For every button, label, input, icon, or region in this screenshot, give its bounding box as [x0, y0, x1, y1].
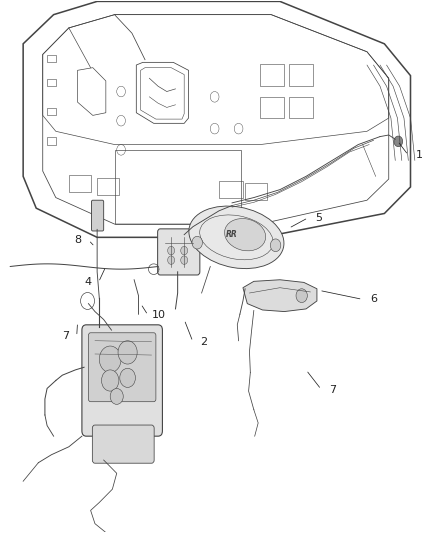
Circle shape: [192, 236, 202, 249]
Circle shape: [168, 256, 175, 264]
Text: 7: 7: [62, 332, 69, 342]
FancyBboxPatch shape: [92, 425, 154, 463]
Circle shape: [181, 246, 187, 255]
Circle shape: [120, 368, 135, 387]
Bar: [289, 64, 313, 86]
Bar: [47, 55, 56, 62]
Bar: [219, 181, 243, 198]
Ellipse shape: [189, 206, 284, 269]
Bar: [69, 175, 91, 192]
FancyBboxPatch shape: [88, 333, 156, 402]
Circle shape: [102, 370, 119, 391]
Text: 8: 8: [74, 235, 81, 245]
FancyBboxPatch shape: [92, 200, 104, 231]
FancyBboxPatch shape: [158, 229, 200, 275]
Ellipse shape: [225, 219, 266, 251]
Bar: [289, 97, 313, 118]
Bar: [260, 64, 284, 86]
Polygon shape: [243, 280, 317, 312]
Text: RR: RR: [226, 230, 238, 239]
Circle shape: [270, 239, 281, 252]
Circle shape: [296, 289, 307, 303]
Text: 7: 7: [328, 384, 336, 394]
Text: 1: 1: [416, 150, 423, 160]
Text: 2: 2: [200, 337, 207, 347]
Bar: [47, 137, 56, 144]
Bar: [245, 183, 267, 200]
Circle shape: [110, 389, 123, 405]
Bar: [47, 79, 56, 86]
Bar: [97, 178, 119, 195]
Bar: [47, 108, 56, 115]
Text: 5: 5: [316, 213, 323, 223]
FancyBboxPatch shape: [82, 325, 162, 436]
Text: 4: 4: [84, 277, 91, 287]
Circle shape: [394, 136, 403, 147]
Circle shape: [168, 246, 175, 255]
Bar: [260, 97, 284, 118]
Circle shape: [118, 341, 137, 364]
Text: 10: 10: [152, 310, 166, 320]
Circle shape: [99, 346, 121, 373]
Text: 6: 6: [370, 294, 377, 304]
Circle shape: [181, 256, 187, 264]
